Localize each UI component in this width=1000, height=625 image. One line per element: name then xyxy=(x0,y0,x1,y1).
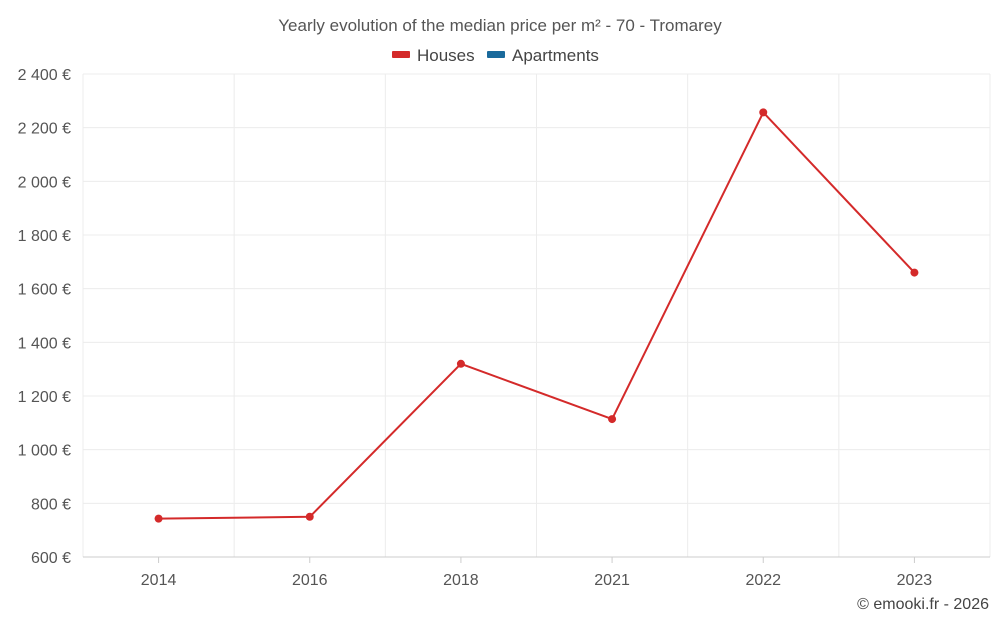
data-point-houses[interactable] xyxy=(154,514,163,523)
y-tick-label: 1 200 € xyxy=(18,389,71,406)
x-tick-label: 2022 xyxy=(745,572,781,589)
legend-label-apartments: Apartments xyxy=(512,46,599,65)
y-tick-label: 2 200 € xyxy=(18,121,71,138)
x-tick-label: 2014 xyxy=(141,572,177,589)
y-tick-label: 1 600 € xyxy=(18,282,71,299)
legend: Houses Apartments xyxy=(392,46,599,65)
y-tick-label: 800 € xyxy=(31,496,71,513)
legend-swatch-houses xyxy=(392,51,410,58)
data-point-houses[interactable] xyxy=(910,268,919,277)
x-tick-label: 2023 xyxy=(897,572,933,589)
y-tick-label: 1 000 € xyxy=(18,443,71,460)
y-tick-label: 2 400 € xyxy=(18,67,71,84)
y-tick-label: 2 000 € xyxy=(18,174,71,191)
data-point-houses[interactable] xyxy=(759,108,768,117)
credit-text: © emooki.fr - 2026 xyxy=(857,596,989,613)
series-line-houses xyxy=(158,111,916,520)
y-tick-label: 600 € xyxy=(31,550,71,567)
series-layer xyxy=(154,108,919,523)
legend-label-houses: Houses xyxy=(417,46,475,65)
legend-item-houses[interactable]: Houses xyxy=(392,46,475,65)
x-gridlines xyxy=(82,74,991,557)
legend-item-apartments[interactable]: Apartments xyxy=(487,46,599,65)
x-tick-label: 2021 xyxy=(594,572,630,589)
x-tick-label: 2016 xyxy=(292,572,328,589)
x-axis-ticks: 2014 2016 2018 2021 2022 2023 xyxy=(141,557,933,589)
y-tick-label: 1 800 € xyxy=(18,228,71,245)
data-point-houses[interactable] xyxy=(456,359,465,368)
x-tick-label: 2018 xyxy=(443,572,479,589)
legend-swatch-apartments xyxy=(487,51,505,58)
y-axis-ticks: 600 € 800 € 1 000 € 1 200 € 1 400 € 1 600 € 1 … xyxy=(18,67,71,567)
y-tick-label: 1 400 € xyxy=(18,335,71,352)
chart-title: Yearly evolution of the median price per… xyxy=(278,16,722,35)
data-point-houses[interactable] xyxy=(608,415,617,424)
data-point-houses[interactable] xyxy=(305,512,314,521)
